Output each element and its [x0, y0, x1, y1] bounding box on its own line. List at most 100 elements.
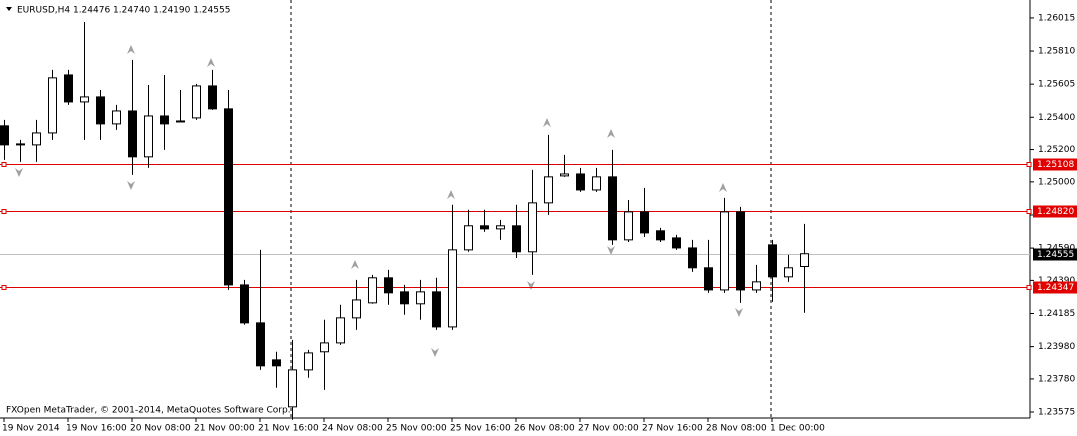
candle-body [16, 143, 25, 146]
candle-body [400, 291, 409, 305]
candle-body [448, 249, 457, 328]
fractal-up [207, 58, 215, 67]
y-tick-label: 1.25400 [1038, 113, 1075, 123]
candle-body [384, 277, 393, 294]
candle-body [96, 96, 105, 125]
y-tick-label: 1.25810 [1038, 47, 1075, 57]
x-tick-label: 24 Nov 08:00 [322, 424, 383, 434]
candle-body [352, 299, 361, 319]
candle-body [80, 96, 89, 103]
candle-body [480, 225, 489, 230]
watermark: FXOpen MetaTrader, © 2001-2014, MetaQuot… [6, 406, 291, 416]
x-tick-label: 1 Dec 00:00 [770, 424, 825, 434]
candle-body [720, 211, 729, 291]
fractal-down [527, 281, 535, 290]
candle-body [560, 173, 569, 177]
candle-body [688, 247, 697, 269]
level-anchor [1026, 162, 1032, 167]
candle-body [112, 110, 121, 125]
candle-body [768, 244, 777, 278]
x-tick-label: 19 Nov 2014 [2, 424, 60, 434]
y-tick-label: 1.25200 [1038, 145, 1075, 155]
candle-body [336, 317, 345, 344]
fractal-down [15, 168, 23, 177]
fractal-up [719, 183, 727, 192]
level-anchor [1, 285, 7, 290]
candle-body [512, 225, 521, 253]
level-anchor [1, 162, 7, 167]
y-tick-label: 1.25605 [1038, 80, 1075, 90]
candle-body [608, 176, 617, 241]
candle-body [416, 291, 425, 305]
x-tick-label: 19 Nov 16:00 [66, 424, 127, 434]
fractal-down [607, 246, 615, 255]
candle-body [624, 211, 633, 241]
x-tick-label: 25 Nov 16:00 [450, 424, 511, 434]
fractal-down [127, 181, 135, 190]
fractal-up [127, 45, 135, 54]
chart-title: EURUSD,H4 1.24476 1.24740 1.24190 1.2455… [17, 6, 230, 16]
candle-body [704, 267, 713, 291]
fractal-down [735, 308, 743, 317]
level-label-box [1033, 281, 1077, 294]
candle-body [464, 225, 473, 251]
candle-body [304, 352, 313, 371]
x-tick-label: 20 Nov 08:00 [130, 424, 191, 434]
level-label: 1.25108 [1037, 160, 1074, 170]
candle-body [592, 176, 601, 191]
fractal-down [431, 348, 439, 357]
y-tick-label: 1.26015 [1038, 13, 1075, 23]
candle-body [576, 173, 585, 191]
menu-arrow[interactable] [6, 7, 12, 11]
candle-body [256, 322, 265, 367]
candle-body [544, 176, 553, 204]
candle-body [784, 267, 793, 278]
candle-body [48, 77, 57, 134]
x-tick-label: 21 Nov 00:00 [194, 424, 255, 434]
level-anchor [1026, 209, 1032, 214]
bid-label: 1.24555 [1037, 250, 1074, 260]
x-tick-label: 21 Nov 16:00 [258, 424, 319, 434]
x-tick-label: 27 Nov 16:00 [642, 424, 703, 434]
candle-body [736, 211, 745, 291]
candles [0, 21, 809, 420]
candle-body [432, 291, 441, 328]
candle-body [160, 115, 169, 125]
candle-body [32, 132, 41, 146]
candle-body [224, 108, 233, 286]
candle-body [672, 237, 681, 249]
candle-body [752, 281, 761, 291]
x-tick-label: 27 Nov 00:00 [578, 424, 639, 434]
candle-body [272, 359, 281, 367]
candle-body [192, 85, 201, 119]
candle-body [176, 120, 185, 123]
fractal-up [607, 129, 615, 138]
x-tick-label: 28 Nov 08:00 [706, 424, 767, 434]
fractal-up [351, 260, 359, 269]
fractal-up [543, 118, 551, 127]
fractals [15, 45, 743, 357]
bid-label-box [1033, 248, 1077, 261]
y-tick-label: 1.23980 [1038, 342, 1075, 352]
level-anchor [1026, 285, 1032, 290]
y-tick-label: 1.24390 [1038, 276, 1075, 286]
candle-body [640, 211, 649, 234]
level-anchor [1, 209, 7, 214]
level-label: 1.24820 [1037, 207, 1074, 217]
level-label-box [1033, 158, 1077, 171]
fractal-up [447, 190, 455, 199]
candle-body [64, 74, 73, 103]
candle-body [144, 115, 153, 158]
y-tick-label: 1.23780 [1038, 374, 1075, 384]
y-tick-label: 1.25000 [1038, 177, 1075, 187]
candle-body [288, 369, 297, 408]
candle-body [240, 284, 249, 324]
candle-body [368, 277, 377, 304]
x-tick-label: 26 Nov 08:00 [514, 424, 575, 434]
candle-body [208, 85, 217, 110]
candle-body [0, 125, 9, 146]
y-tick-label: 1.24185 [1038, 309, 1075, 319]
candle-body [320, 342, 329, 353]
